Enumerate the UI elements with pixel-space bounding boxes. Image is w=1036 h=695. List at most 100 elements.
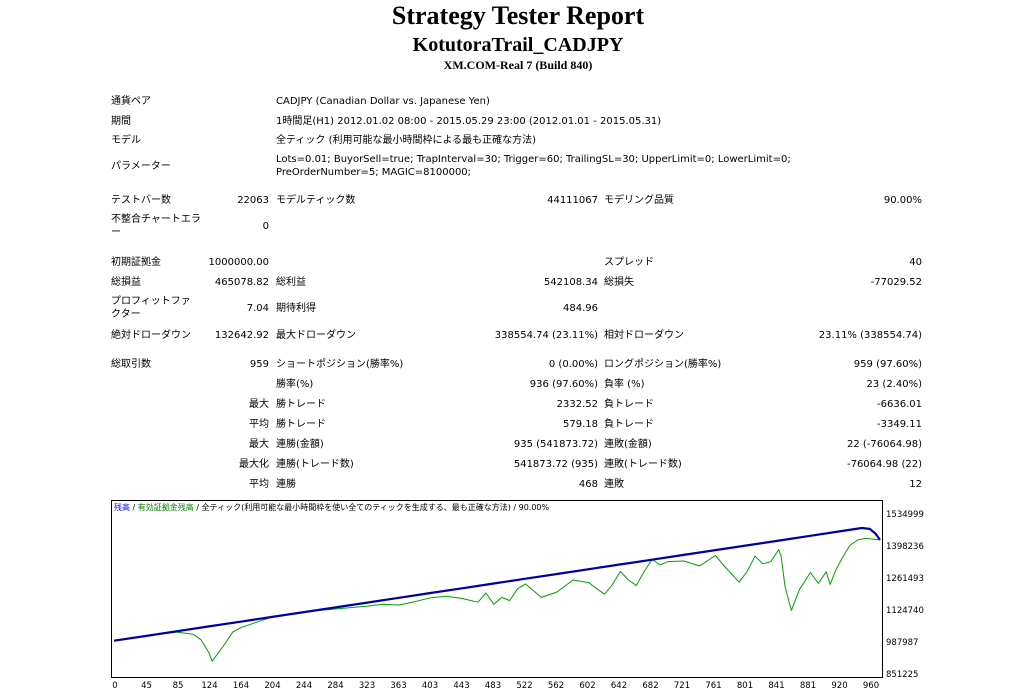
x-tick-label: 323 (358, 681, 376, 691)
x-tick-label: 0 (112, 681, 118, 691)
win-pct-label: 勝率(%) (276, 379, 314, 390)
abs-drawdown-value: 132642.92 (214, 330, 269, 341)
average2-prefix: 平均 (249, 479, 269, 490)
ea-name: KotutoraTrail_CADJPY (412, 34, 624, 56)
win-pct-value: 936 (97.60%) (529, 379, 598, 390)
avg-cons-wins-value: 468 (578, 479, 598, 490)
params-value: Lots=0.01; BuyorSell=true; TrapInterval=… (276, 154, 791, 178)
spread-label: スプレッド (604, 257, 654, 268)
long-positions-label: ロングポジション(勝率%) (604, 359, 722, 370)
ticks-label: モデルティック数 (276, 195, 356, 206)
gross-profit-value: 542108.34 (543, 277, 598, 288)
loss-pct-value: 23 (2.40%) (866, 379, 922, 390)
server-build: XM.COM-Real 7 (Build 840) (443, 58, 593, 72)
x-tick-label: 562 (547, 681, 565, 691)
bars-label: テストバー数 (111, 195, 171, 206)
cons-losses-label: 連敗(金額) (604, 439, 652, 450)
x-tick-label: 881 (799, 681, 817, 691)
chart-svg (113, 526, 881, 662)
cons-profit-value: 541873.72 (935) (513, 459, 598, 470)
largest-prefix: 最大 (249, 399, 269, 410)
avg-win-value: 579.18 (563, 419, 598, 430)
x-tick-label: 244 (295, 681, 313, 691)
avg-loss-value: -3349.11 (877, 419, 922, 430)
x-tick-label: 443 (453, 681, 470, 691)
legend-balance: 残高 (114, 503, 130, 512)
maximal-prefix: 最大化 (239, 459, 269, 470)
y-tick-label: 851225 (886, 670, 919, 680)
gross-profit-label: 総利益 (276, 277, 306, 288)
y-tick-label: 1261493 (886, 574, 924, 584)
short-positions-label: ショートポジション(勝率%) (276, 359, 404, 370)
balance-series-line (113, 526, 881, 642)
y-tick-label: 1398236 (886, 542, 924, 552)
avg-cons-losses-label: 連敗 (604, 479, 624, 490)
legend-sep: / (130, 503, 138, 512)
model-label: モデル (111, 135, 141, 146)
x-tick-label: 761 (705, 681, 722, 691)
rel-drawdown-value: 23.11% (338554.74) (818, 330, 922, 341)
x-tick-label: 841 (768, 681, 785, 691)
deposit-value: 1000000.00 (208, 257, 269, 268)
avg-cons-losses-value: 12 (909, 479, 922, 490)
legend-equity: 有効証拠金残高 (137, 503, 194, 512)
max-drawdown-label: 最大ドローダウン (276, 330, 356, 341)
x-tick-label: 522 (516, 681, 533, 691)
equity-series-line (113, 537, 881, 662)
x-tick-label: 204 (264, 681, 281, 691)
y-tick-label: 1124740 (886, 606, 924, 616)
quality-label: モデリング品質 (604, 195, 674, 206)
ticks-value: 44111067 (547, 195, 598, 206)
x-tick-label: 284 (327, 681, 344, 691)
symbol-label: 通貨ペア (111, 96, 151, 107)
x-tick-label: 602 (579, 681, 596, 691)
expected-payoff-label: 期待利得 (276, 303, 316, 314)
profit-factor-value: 7.04 (246, 303, 269, 314)
avg-cons-wins-label: 連勝 (276, 479, 296, 490)
period-label: 期間 (111, 116, 131, 127)
x-tick-label: 45 (141, 681, 152, 691)
total-trades-value: 959 (249, 359, 269, 370)
y-tick-label: 987987 (886, 638, 919, 648)
profit-factor-label: プロフィットファクター (111, 296, 191, 320)
abs-drawdown-label: 絶対ドローダウン (111, 330, 191, 341)
x-tick-label: 403 (421, 681, 439, 691)
x-tick-label: 85 (172, 681, 184, 691)
x-tick-label: 920 (831, 681, 848, 691)
long-positions-value: 959 (97.60%) (853, 359, 922, 370)
x-tick-label: 483 (484, 681, 502, 691)
x-tick-label: 363 (390, 681, 407, 691)
largest-win-value: 2332.52 (556, 399, 598, 410)
deposit-label: 初期証拠金 (111, 257, 161, 268)
cons-wins-label: 連勝(金額) (276, 439, 324, 450)
cons-loss-label: 連敗(トレード数) (604, 459, 682, 470)
rel-drawdown-label: 相対ドローダウン (604, 330, 684, 341)
params-label: パラメーター (111, 161, 171, 172)
spread-value: 40 (909, 257, 922, 268)
x-tick-label: 642 (610, 681, 628, 691)
bars-value: 22063 (237, 195, 269, 206)
x-tick-label: 960 (862, 681, 880, 691)
quality-value: 90.00% (883, 195, 922, 206)
balance-chart (111, 500, 883, 678)
avg-loss-label: 負トレード (604, 419, 654, 430)
average-prefix: 平均 (249, 419, 269, 430)
maximum-prefix: 最大 (249, 439, 269, 450)
largest-win-label: 勝トレード (276, 399, 326, 410)
expected-payoff-value: 484.96 (563, 303, 598, 314)
symbol-value: CADJPY (Canadian Dollar vs. Japanese Yen… (276, 96, 490, 107)
gross-loss-value: -77029.52 (870, 277, 922, 288)
cons-profit-label: 連勝(トレード数) (276, 459, 354, 470)
max-drawdown-value: 338554.74 (23.11%) (494, 330, 598, 341)
legend-model: / 全ティック(利用可能な最小時間枠を使い全てのティックを生成する、最も正確な方… (193, 503, 550, 512)
x-tick-label: 164 (232, 681, 250, 691)
net-profit-label: 総損益 (111, 277, 141, 288)
total-trades-label: 総取引数 (111, 359, 151, 370)
x-tick-label: 682 (642, 681, 659, 691)
avg-win-label: 勝トレード (276, 419, 326, 430)
x-tick-label: 801 (736, 681, 754, 691)
mismatch-value: 0 (262, 221, 269, 232)
cons-losses-value: 22 (-76064.98) (846, 439, 922, 450)
largest-loss-label: 負トレード (604, 399, 654, 410)
gross-loss-label: 総損失 (604, 277, 634, 288)
